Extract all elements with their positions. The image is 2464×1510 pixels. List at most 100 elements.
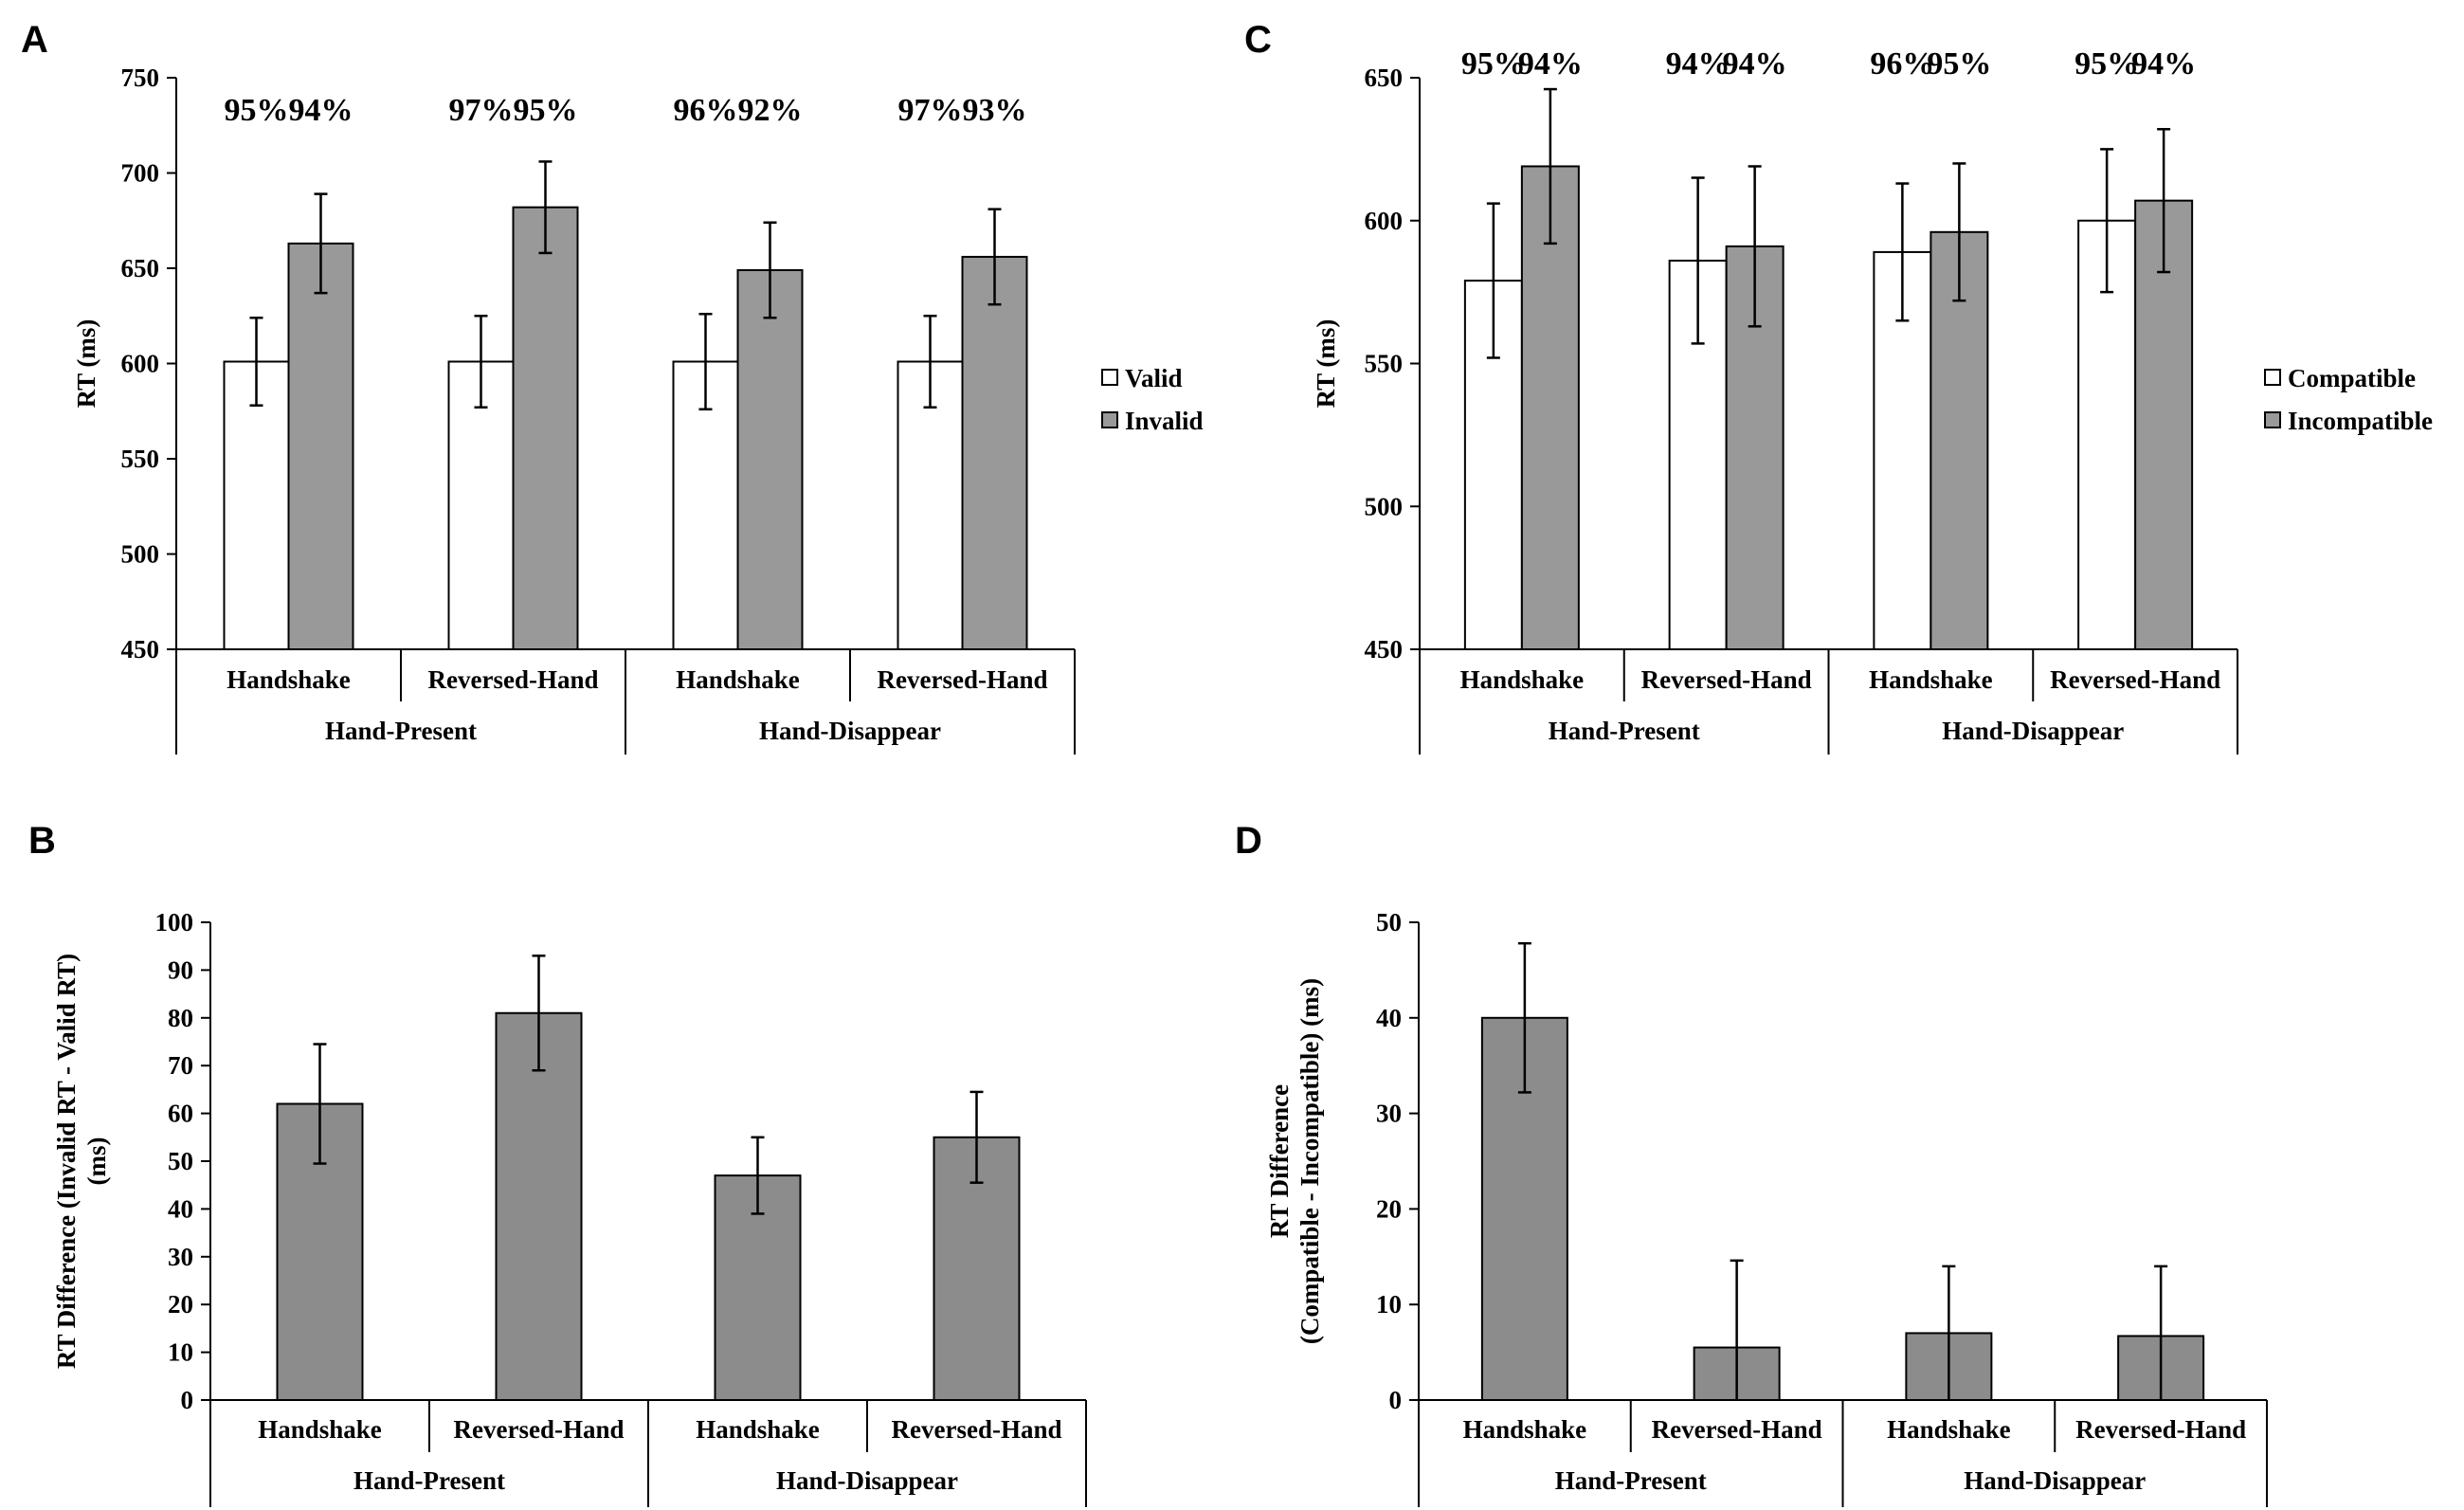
accuracy-label: 97% [898,93,963,128]
bar-invalid [736,269,804,650]
y-tick-label: 60 [168,1100,193,1128]
y-tick-label: 30 [1376,1100,1402,1128]
bar-invalid [287,242,354,650]
bar-invalid [512,206,579,650]
accuracy-label: 95% [225,93,289,128]
y-tick-label: 0 [181,1386,194,1414]
y-tick-label: 500 [1365,492,1404,520]
x-category-label: Reversed-Hand [454,1415,625,1444]
panel-letter: C [1244,19,1272,61]
accuracy-label: 95% [1461,46,1526,82]
accuracy-label: 96% [1870,46,1934,82]
panel-letter: D [1235,820,1262,862]
y-axis-label: RT Difference (Invalid RT - Valid RT) [52,954,81,1369]
y-tick-label: 10 [168,1338,193,1367]
y-tick-label: 70 [168,1051,193,1080]
legend-swatch [2264,411,2281,428]
chart-panel-b: B 0 10 20 30 40 50 60 70 80 90 100 Handshake Reversed… [28,820,1087,1507]
x-category-label: Reversed-Hand [892,1415,1062,1444]
legend-label: Invalid [1125,407,1204,435]
x-category-label: Reversed-Hand [878,665,1048,694]
bar-rt-difference [495,1011,583,1401]
y-axis-label: (ms) [82,1137,111,1186]
accuracy-label: 94% [1666,46,1730,82]
y-axis-label: RT (ms) [1312,319,1340,409]
panel-letter: B [28,820,56,862]
y-tick-label: 10 [1376,1290,1402,1319]
y-tick-label: 600 [121,350,160,378]
y-tick-label: 40 [1376,1004,1402,1032]
x-category-label: Handshake [696,1415,820,1444]
y-tick-label: 40 [168,1194,193,1223]
x-category-label: Handshake [258,1415,382,1444]
x-category-label: Reversed-Hand [2075,1415,2246,1444]
y-tick-label: 500 [121,540,160,569]
y-axis-label: RT Difference [1265,1084,1294,1238]
y-axis-label: RT (ms) [72,319,100,409]
y-tick-label: 700 [121,159,160,188]
y-tick-label: 0 [1389,1386,1403,1414]
accuracy-label: 96% [674,93,738,128]
bar-valid [897,360,964,650]
accuracy-label: 92% [738,93,803,128]
x-group-label: Hand-Present [1555,1466,1707,1495]
panel-letter: A [21,19,48,61]
legend-label: Valid [1125,364,1183,392]
x-group-label: Hand-Present [353,1466,505,1495]
x-group-label: Hand-Disappear [776,1466,958,1495]
x-category-label: Handshake [1463,1415,1587,1444]
accuracy-label: 95% [514,93,578,128]
accuracy-label: 95% [2074,46,2139,82]
chart-panel-d: D 0 10 20 30 40 50 Handshake Reversed-Hand Handsh… [1235,820,2268,1507]
y-tick-label: 450 [1365,635,1404,664]
bar-invalid [961,255,1028,650]
y-tick-label: 550 [1365,350,1404,378]
x-category-label: Reversed-Hand [2050,665,2220,694]
accuracy-label: 94% [1723,46,1787,82]
x-group-label: Hand-Present [1549,717,1700,745]
x-group-label: Hand-Disappear [1964,1466,2146,1495]
chart-panel-a: A 450 500 550 600 650 700 750 Handshake Reversed-… [21,19,1204,755]
legend-swatch [2264,369,2281,386]
y-tick-label: 550 [121,445,160,473]
bar-incompatible [2134,199,2194,651]
y-tick-label: 650 [121,254,160,282]
x-group-label: Hand-Present [325,717,477,745]
legend-label: Compatible [2288,364,2416,392]
y-tick-label: 80 [168,1004,193,1032]
accuracy-label: 95% [1927,46,1991,82]
y-tick-label: 20 [168,1290,193,1319]
legend-swatch [1101,411,1118,428]
y-tick-label: 50 [1376,908,1402,937]
legend-label: Incompatible [2288,407,2433,435]
x-category-label: Handshake [226,665,351,694]
x-category-label: Handshake [1887,1415,2011,1444]
y-tick-label: 30 [168,1243,193,1271]
bar-valid [447,360,515,650]
accuracy-label: 97% [449,93,514,128]
chart-panel-c: C 450 500 550 600 650 Handshake Reversed-Hand Ha… [1244,19,2433,755]
accuracy-label: 94% [1518,46,1583,82]
y-tick-label: 750 [121,64,160,92]
legend-swatch [1101,369,1118,386]
accuracy-label: 94% [289,93,353,128]
y-tick-label: 50 [168,1147,193,1175]
x-category-label: Handshake [1460,665,1585,694]
x-group-label: Hand-Disappear [759,717,941,745]
y-tick-label: 90 [168,955,193,984]
y-tick-label: 20 [1376,1194,1402,1223]
y-tick-label: 650 [1365,64,1404,92]
y-axis-label: (Compatible - Incompatible) (ms) [1295,978,1324,1344]
accuracy-label: 93% [963,93,1027,128]
accuracy-label: 94% [2131,46,2196,82]
x-category-label: Reversed-Hand [1652,1415,1822,1444]
x-category-label: Reversed-Hand [428,665,599,694]
y-tick-label: 450 [121,635,160,664]
x-group-label: Hand-Disappear [1942,717,2124,745]
x-category-label: Handshake [1869,665,1993,694]
y-tick-label: 100 [155,908,194,937]
x-category-label: Handshake [676,665,800,694]
x-category-label: Reversed-Hand [1641,665,1812,694]
y-tick-label: 600 [1365,207,1404,235]
